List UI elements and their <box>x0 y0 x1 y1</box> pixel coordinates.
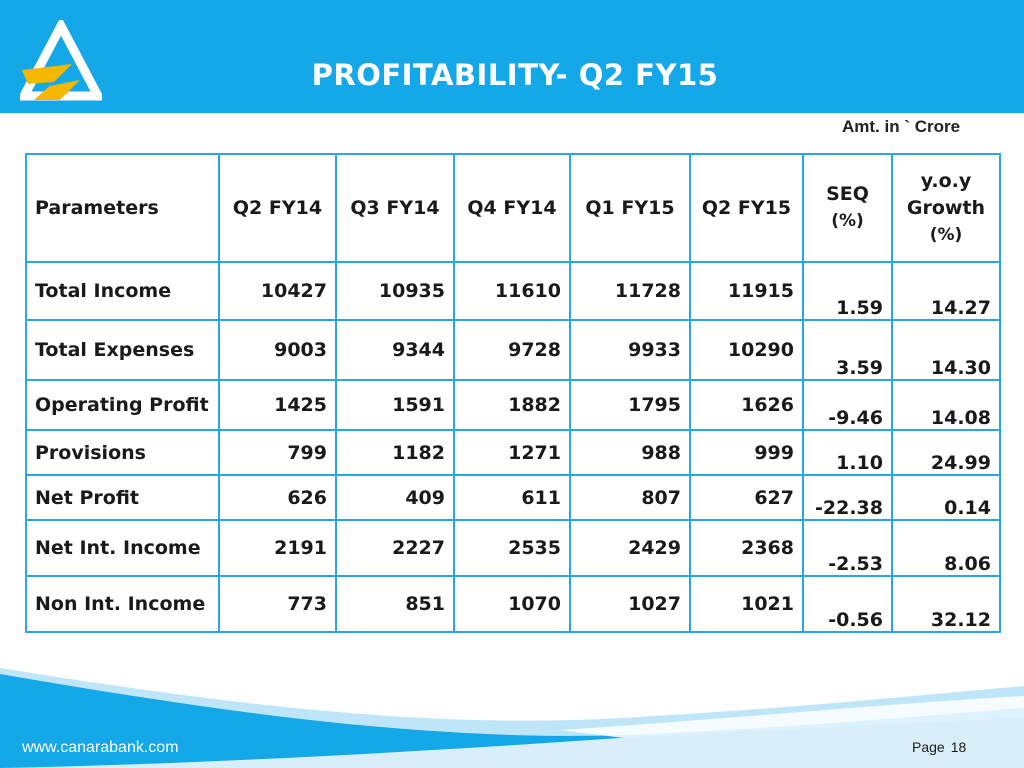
row-label: Total Income <box>25 261 220 321</box>
cell-q2fy15: 1626 <box>689 379 804 431</box>
footer-swoosh <box>0 668 1024 768</box>
table-row: Provisions 799 1182 1271 988 999 1.10 24… <box>25 429 1001 476</box>
cell-q4fy14: 11610 <box>453 261 571 321</box>
table-row: Net Int. Income 2191 2227 2535 2429 2368… <box>25 519 1001 577</box>
amount-unit-note: Amt. in ` Crore <box>842 117 961 136</box>
cell-yoy: 32.12 <box>891 575 1001 633</box>
cell-q4fy14: 1882 <box>453 379 571 431</box>
cell-q3fy14: 10935 <box>335 261 455 321</box>
cell-q1fy15: 11728 <box>569 261 691 321</box>
yoy-header-line3: (%) <box>929 224 963 245</box>
row-label: Non Int. Income <box>25 575 220 633</box>
cell-seq: -9.46 <box>802 379 893 431</box>
cell-q4fy14: 1271 <box>453 429 571 476</box>
cell-q1fy15: 988 <box>569 429 691 476</box>
cell-q2fy14: 2191 <box>218 519 337 577</box>
table-row: Total Expenses 9003 9344 9728 9933 10290… <box>25 319 1001 381</box>
cell-q1fy15: 1795 <box>569 379 691 431</box>
cell-yoy: 24.99 <box>891 429 1001 476</box>
cell-seq: -22.38 <box>802 474 893 521</box>
cell-q2fy14: 1425 <box>218 379 337 431</box>
row-label: Total Expenses <box>25 319 220 381</box>
canara-bank-logo <box>20 20 102 104</box>
cell-q1fy15: 807 <box>569 474 691 521</box>
cell-seq: 1.10 <box>802 429 893 476</box>
cell-q2fy14: 10427 <box>218 261 337 321</box>
table-row: Non Int. Income 773 851 1070 1027 1021 -… <box>25 575 1001 633</box>
cell-q4fy14: 611 <box>453 474 571 521</box>
col-header-q4fy14: Q4 FY14 <box>453 153 571 263</box>
cell-q2fy14: 799 <box>218 429 337 476</box>
cell-yoy: 8.06 <box>891 519 1001 577</box>
seq-header-line1: SEQ <box>826 183 869 205</box>
table-row: Total Income 10427 10935 11610 11728 119… <box>25 261 1001 321</box>
cell-q3fy14: 1591 <box>335 379 455 431</box>
page-label: Page <box>912 739 945 755</box>
cell-q3fy14: 9344 <box>335 319 455 381</box>
cell-q1fy15: 2429 <box>569 519 691 577</box>
yoy-header-line1: y.o.y <box>920 169 972 192</box>
table-row: Net Profit 626 409 611 807 627 -22.38 0.… <box>25 474 1001 521</box>
row-label: Operating Profit <box>25 379 220 431</box>
table-row: Operating Profit 1425 1591 1882 1795 162… <box>25 379 1001 431</box>
cell-q3fy14: 409 <box>335 474 455 521</box>
col-header-q2fy14: Q2 FY14 <box>218 153 337 263</box>
cell-q3fy14: 1182 <box>335 429 455 476</box>
cell-q4fy14: 1070 <box>453 575 571 633</box>
cell-yoy: 14.27 <box>891 261 1001 321</box>
cell-q2fy14: 9003 <box>218 319 337 381</box>
footer-url: www.canarabank.com <box>22 739 179 756</box>
cell-q1fy15: 1027 <box>569 575 691 633</box>
cell-q2fy14: 773 <box>218 575 337 633</box>
cell-q2fy15: 1021 <box>689 575 804 633</box>
cell-seq: -0.56 <box>802 575 893 633</box>
page-title: PROFITABILITY- Q2 FY15 <box>311 58 719 92</box>
col-header-parameters: Parameters <box>25 153 220 263</box>
cell-seq: -2.53 <box>802 519 893 577</box>
cell-q4fy14: 2535 <box>453 519 571 577</box>
cell-q4fy14: 9728 <box>453 319 571 381</box>
seq-header-line2: (%) <box>831 211 864 231</box>
cell-q1fy15: 9933 <box>569 319 691 381</box>
yoy-header-line2: Growth <box>906 196 986 219</box>
cell-q2fy15: 627 <box>689 474 804 521</box>
cell-q2fy15: 999 <box>689 429 804 476</box>
cell-q2fy15: 2368 <box>689 519 804 577</box>
row-label: Provisions <box>25 429 220 476</box>
row-label: Net Profit <box>25 474 220 521</box>
col-header-yoy: y.o.y Growth (%) <box>891 153 1001 263</box>
page-number-value: 18 <box>950 739 967 755</box>
header-bar: PROFITABILITY- Q2 FY15 <box>0 0 1024 113</box>
cell-q2fy15: 11915 <box>689 261 804 321</box>
row-label: Net Int. Income <box>25 519 220 577</box>
profitability-table: Parameters Q2 FY14 Q3 FY14 Q4 FY14 Q1 FY… <box>25 153 1001 633</box>
cell-q3fy14: 2227 <box>335 519 455 577</box>
page-number: Page 18 <box>912 739 966 755</box>
cell-q2fy14: 626 <box>218 474 337 521</box>
cell-seq: 1.59 <box>802 261 893 321</box>
col-header-q3fy14: Q3 FY14 <box>335 153 455 263</box>
cell-q2fy15: 10290 <box>689 319 804 381</box>
col-header-seq: SEQ (%) <box>802 153 893 263</box>
col-header-q2fy15: Q2 FY15 <box>689 153 804 263</box>
cell-yoy: 14.30 <box>891 319 1001 381</box>
header-row: Parameters Q2 FY14 Q3 FY14 Q4 FY14 Q1 FY… <box>25 153 1001 263</box>
col-header-q1fy15: Q1 FY15 <box>569 153 691 263</box>
cell-yoy: 0.14 <box>891 474 1001 521</box>
cell-yoy: 14.08 <box>891 379 1001 431</box>
cell-q3fy14: 851 <box>335 575 455 633</box>
cell-seq: 3.59 <box>802 319 893 381</box>
